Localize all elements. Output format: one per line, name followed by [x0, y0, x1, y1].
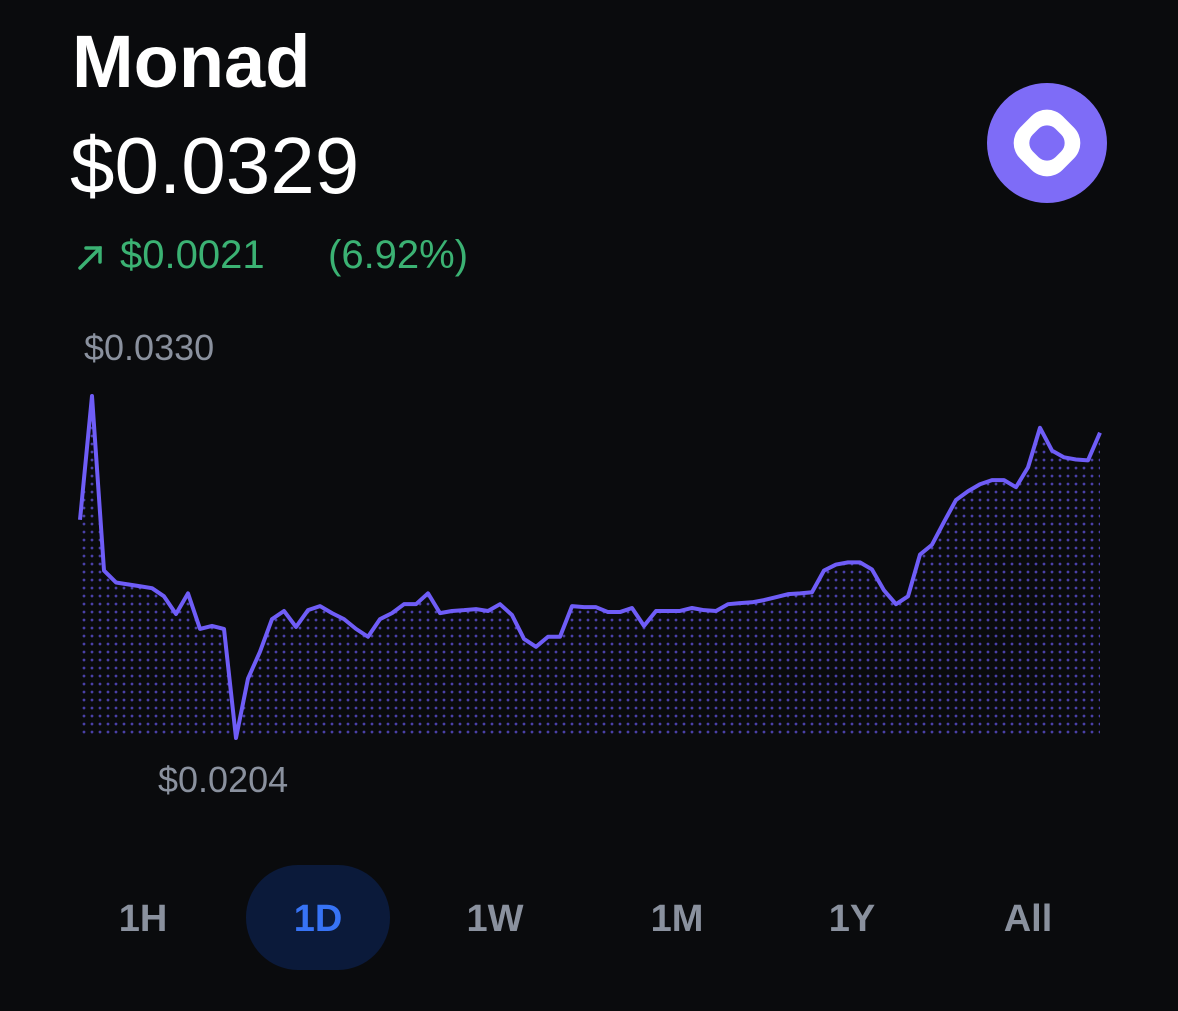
range-tab[interactable]: 1W: [467, 898, 524, 940]
range-tab[interactable]: All: [1004, 898, 1053, 940]
trend-arrow: [78, 246, 102, 270]
range-tab[interactable]: 1Y: [829, 898, 875, 940]
tab-label[interactable]: 1M: [651, 898, 704, 940]
selected-pill: [246, 865, 390, 970]
percent-change: (6.92%): [328, 233, 468, 277]
range-tab[interactable]: 1H: [119, 898, 168, 940]
range-tab[interactable]: 1D: [246, 865, 390, 970]
tab-label[interactable]: 1D: [294, 898, 343, 940]
tab-label[interactable]: 1W: [467, 898, 524, 940]
chart: $0.0330 $0.0204: [78, 327, 1102, 800]
asset-title: Monad: [72, 20, 310, 103]
area-fill: [80, 396, 1100, 738]
tab-label[interactable]: 1H: [119, 898, 168, 940]
low-label: $0.0204: [158, 759, 288, 800]
price: $0.0329: [70, 121, 359, 210]
tab-label[interactable]: 1Y: [829, 898, 875, 940]
high-label: $0.0330: [84, 327, 214, 368]
range-tabs: 1H 1D 1W 1M 1Y All: [119, 865, 1053, 970]
price-change: $0.0021: [120, 233, 265, 277]
asset-icon: [987, 83, 1107, 203]
tab-label[interactable]: All: [1004, 898, 1053, 940]
price-line: [78, 394, 1102, 740]
range-tab[interactable]: 1M: [651, 898, 704, 940]
